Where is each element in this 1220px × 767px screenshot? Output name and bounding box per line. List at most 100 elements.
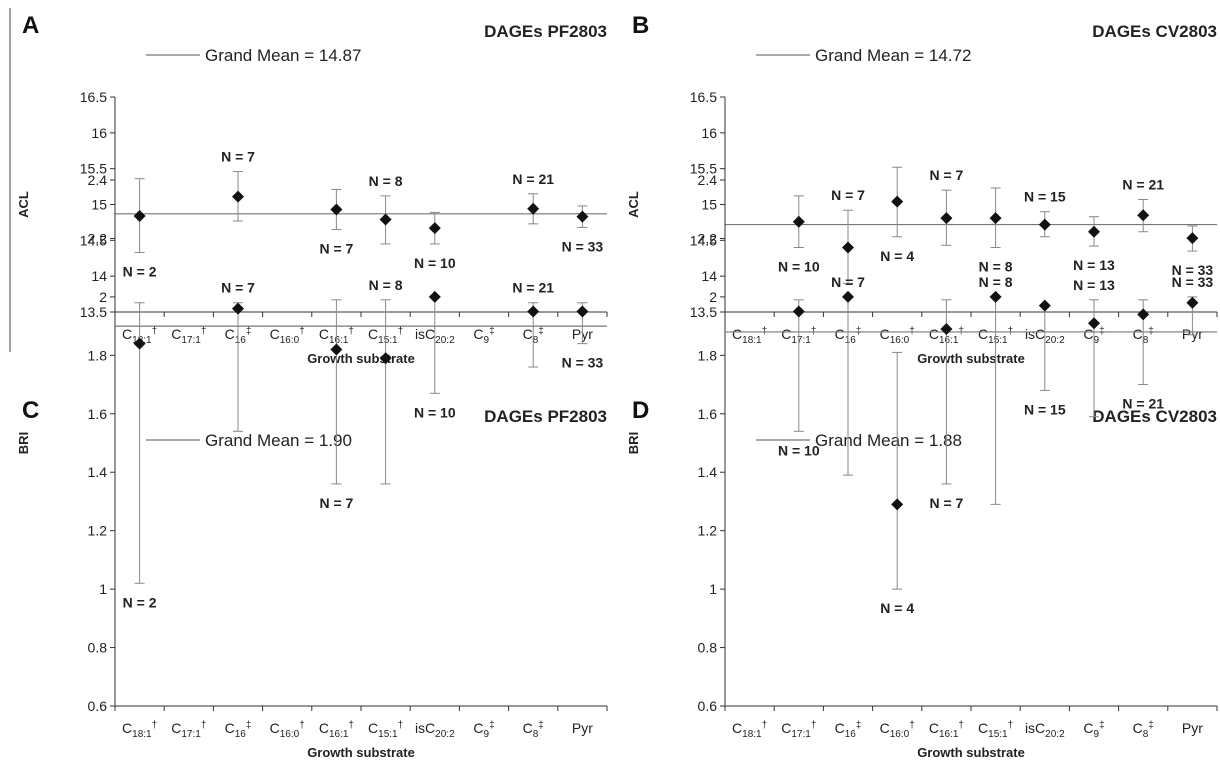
data-point-marker bbox=[1137, 308, 1150, 321]
data-point-marker bbox=[1038, 299, 1051, 312]
y-tick-label: 1 bbox=[709, 581, 717, 597]
n-label: N = 21 bbox=[1122, 176, 1164, 192]
data-point-marker bbox=[891, 498, 904, 511]
data-point-marker bbox=[1186, 296, 1199, 309]
panel-letter: A bbox=[22, 12, 39, 39]
legend-grand-mean: Grand Mean = 14.87 bbox=[205, 46, 361, 65]
data-point-marker bbox=[940, 212, 953, 225]
y-tick-label: 15.5 bbox=[80, 161, 107, 177]
y-tick-label: 16 bbox=[91, 125, 107, 141]
data-point-marker bbox=[1088, 225, 1100, 238]
n-label: N = 33 bbox=[562, 238, 604, 254]
x-tick-label: C15:1† bbox=[368, 720, 403, 740]
data-point-marker bbox=[792, 305, 805, 318]
panel-letter: C bbox=[22, 397, 39, 424]
y-tick-label: 1.2 bbox=[88, 523, 108, 539]
x-tick-label: C16:0† bbox=[880, 326, 915, 346]
chart-panel-c: C DAGEs PF2803 Grand Mean = 1.90 0.6 0.8 1 1.2… bbox=[16, 172, 608, 760]
panel-letter: D bbox=[632, 397, 649, 424]
data-point-marker bbox=[232, 302, 244, 315]
x-tick-label: C18:1† bbox=[122, 720, 157, 740]
n-label: N = 4 bbox=[880, 248, 914, 264]
x-tick-label: C9‡ bbox=[473, 720, 494, 740]
panel-title: DAGEs CV2803 bbox=[1092, 407, 1217, 426]
data-point-marker bbox=[330, 343, 343, 356]
n-label: N = 7 bbox=[831, 274, 865, 290]
data-point-marker bbox=[940, 323, 953, 336]
n-label: N = 2 bbox=[123, 264, 157, 280]
data-point-marker bbox=[989, 212, 1002, 225]
data-point-marker bbox=[379, 352, 392, 365]
n-label: N = 13 bbox=[1073, 277, 1115, 293]
y-tick-label: 0.6 bbox=[88, 698, 108, 714]
legend-grand-mean: Grand Mean = 1.90 bbox=[205, 431, 352, 450]
y-tick-label: 16.5 bbox=[690, 89, 717, 105]
n-label: N = 21 bbox=[512, 171, 554, 187]
data-point-marker bbox=[330, 203, 343, 216]
n-label: N = 10 bbox=[414, 255, 456, 271]
data-point-marker bbox=[527, 202, 540, 215]
y-tick-label: 16.5 bbox=[80, 89, 107, 105]
legend-grand-mean: Grand Mean = 14.72 bbox=[815, 46, 971, 65]
data-point-marker bbox=[428, 222, 441, 235]
x-tick-label: isC20:2 bbox=[415, 326, 455, 346]
y-tick-label: 1 bbox=[99, 581, 107, 597]
x-tick-label: C18:1† bbox=[732, 326, 767, 346]
x-tick-label: isC20:2 bbox=[1025, 326, 1065, 346]
y-axis-title: BRI bbox=[626, 432, 641, 454]
n-label: N = 33 bbox=[562, 355, 604, 371]
data-point-marker bbox=[1137, 209, 1150, 222]
y-axis-title: ACL bbox=[626, 191, 641, 218]
data-point-marker bbox=[842, 241, 854, 254]
y-tick-label: 15 bbox=[701, 197, 717, 213]
y-tick-label: 1.6 bbox=[88, 406, 108, 422]
n-label: N = 13 bbox=[1073, 257, 1115, 273]
y-axis-title: BRI bbox=[16, 432, 31, 454]
n-label: N = 7 bbox=[319, 495, 353, 511]
x-tick-label: C8‡ bbox=[1133, 720, 1154, 740]
y-tick-label: 1.2 bbox=[698, 523, 718, 539]
x-axis-title: Growth substrate bbox=[307, 351, 415, 366]
data-point-marker bbox=[1186, 232, 1199, 245]
n-label: N = 7 bbox=[221, 149, 255, 165]
y-tick-label: 15 bbox=[91, 197, 107, 213]
x-tick-label: C16‡ bbox=[225, 720, 252, 740]
n-label: N = 8 bbox=[979, 259, 1013, 275]
panel-letter: B bbox=[632, 12, 649, 39]
n-label: N = 7 bbox=[319, 241, 353, 257]
x-tick-label: C16:0† bbox=[880, 720, 915, 740]
y-tick-label: 2.4 bbox=[698, 172, 718, 188]
x-tick-label: C16‡ bbox=[225, 326, 252, 346]
x-tick-label: Pyr bbox=[1182, 720, 1203, 736]
x-tick-label: C15:1† bbox=[978, 720, 1013, 740]
n-label: N = 15 bbox=[1024, 401, 1066, 417]
x-tick-label: C8‡ bbox=[523, 326, 544, 346]
n-label: N = 10 bbox=[778, 442, 820, 458]
data-point-marker bbox=[379, 213, 392, 226]
n-label: N = 4 bbox=[880, 600, 914, 616]
n-label: N = 33 bbox=[1172, 274, 1214, 290]
y-tick-label: 14 bbox=[91, 268, 107, 284]
data-point-marker bbox=[428, 290, 441, 303]
x-tick-label: C17:1† bbox=[171, 720, 206, 740]
data-point-marker bbox=[1088, 317, 1100, 330]
panel-title: DAGEs CV2803 bbox=[1092, 22, 1217, 41]
n-label: N = 33 bbox=[1172, 262, 1214, 278]
chart-panel-d: D DAGEs CV2803 Grand Mean = 1.88 0.6 0.8 1 1.2… bbox=[626, 172, 1218, 760]
y-tick-label: 2 bbox=[709, 289, 717, 305]
y-tick-label: 0.8 bbox=[88, 640, 108, 656]
data-point-marker bbox=[989, 290, 1002, 303]
y-tick-label: 15.5 bbox=[690, 161, 717, 177]
chart-panel-b: B DAGEs CV2803 Grand Mean = 14.72 13.5 14 14.… bbox=[626, 12, 1218, 366]
y-tick-label: 1.8 bbox=[698, 347, 718, 363]
x-tick-label: C16:0† bbox=[270, 326, 305, 346]
chart-panel-a: A DAGEs PF2803 Grand Mean = 14.87 13.5 14 14.… bbox=[16, 12, 608, 366]
y-tick-label: 2.2 bbox=[698, 230, 718, 246]
data-point-marker bbox=[133, 337, 146, 350]
x-tick-label: C9‡ bbox=[1083, 720, 1104, 740]
n-label: N = 7 bbox=[831, 187, 865, 203]
y-tick-label: 13.5 bbox=[80, 304, 107, 320]
panel-title: DAGEs PF2803 bbox=[484, 407, 607, 426]
n-label: N = 10 bbox=[778, 259, 820, 275]
